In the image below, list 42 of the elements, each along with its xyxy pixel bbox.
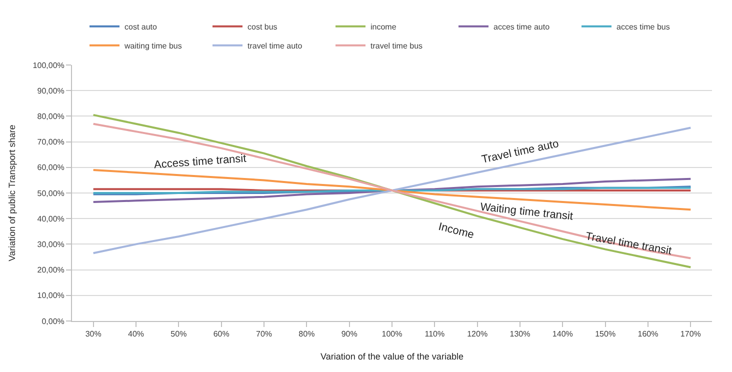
- y-tick-label: 80,00%: [37, 112, 64, 121]
- x-tick-label: 70%: [256, 330, 272, 339]
- legend-label: travel time bus: [370, 42, 423, 50]
- legend-label: cost bus: [248, 22, 278, 32]
- x-tick-label: 170%: [680, 330, 701, 339]
- y-tick-label: 90,00%: [37, 86, 64, 96]
- x-tick-label: 120%: [467, 330, 488, 339]
- y-tick-label: 40,00%: [37, 214, 64, 224]
- y-tick-label: 30,00%: [37, 240, 64, 249]
- y-tick-label: 60,00%: [37, 163, 64, 172]
- x-tick-label: 30%: [85, 330, 102, 339]
- y-tick-label: 50,00%: [37, 188, 64, 198]
- x-tick-label: 100%: [382, 330, 402, 339]
- x-tick-label: 90%: [341, 330, 358, 339]
- x-tick-label: 150%: [595, 330, 616, 339]
- annotation: Travel time auto: [480, 138, 560, 166]
- x-tick-label: 110%: [424, 330, 445, 339]
- y-tick-label: 10,00%: [37, 291, 64, 300]
- legend-label: waiting time bus: [124, 42, 182, 50]
- annotation: Travel time transit: [584, 230, 672, 258]
- line-series: [92, 178, 692, 203]
- annotation: Income: [437, 220, 476, 242]
- x-tick-label: 50%: [170, 330, 187, 339]
- x-tick-label: 140%: [552, 330, 573, 339]
- x-tick-label: 60%: [213, 330, 230, 339]
- annotation: Access time transit: [154, 152, 247, 172]
- y-tick-label: 20,00%: [37, 266, 64, 275]
- y-tick-label: 100,00%: [32, 60, 64, 70]
- legend-label: travel time auto: [248, 42, 303, 50]
- legend-label: acces time bus: [616, 22, 670, 32]
- x-axis-title: Variation of the value of the variable: [320, 351, 464, 362]
- annotation: Waiting time transit: [480, 201, 574, 223]
- x-tick-label: 80%: [298, 330, 315, 339]
- legend-label: acces time auto: [494, 22, 550, 32]
- legend-label: cost auto: [124, 22, 158, 32]
- y-axis-title: Variation of public Transport share: [7, 124, 18, 262]
- legend-label: income: [370, 22, 397, 32]
- y-tick-label: 0,00%: [42, 316, 64, 326]
- x-tick-label: 130%: [510, 330, 530, 339]
- y-tick-label: 70,00%: [37, 138, 64, 147]
- x-tick-label: 160%: [638, 330, 658, 339]
- x-tick-label: 40%: [128, 330, 144, 339]
